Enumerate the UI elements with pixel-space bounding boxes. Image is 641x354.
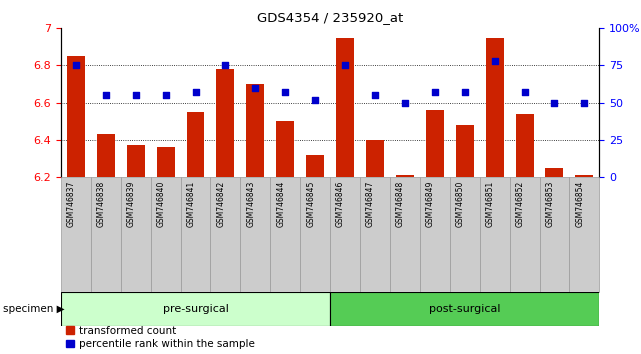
Text: GSM746844: GSM746844 <box>276 181 285 227</box>
Text: GSM746852: GSM746852 <box>515 181 524 227</box>
Text: GDS4354 / 235920_at: GDS4354 / 235920_at <box>257 11 403 24</box>
Point <box>71 63 81 68</box>
Bar <box>187 112 204 177</box>
Bar <box>420 177 450 292</box>
Bar <box>510 177 540 292</box>
Point <box>190 90 201 95</box>
Bar <box>61 177 91 292</box>
Bar <box>390 177 420 292</box>
Text: GSM746848: GSM746848 <box>396 181 405 227</box>
Text: GSM746847: GSM746847 <box>366 181 375 227</box>
Bar <box>61 292 330 326</box>
Point <box>250 85 260 91</box>
Point <box>101 92 111 98</box>
Text: GSM746851: GSM746851 <box>486 181 495 227</box>
Bar <box>486 38 504 177</box>
Bar <box>366 140 384 177</box>
Text: GSM746845: GSM746845 <box>306 181 315 227</box>
Bar <box>479 177 510 292</box>
Point <box>579 100 590 105</box>
Point <box>519 90 529 95</box>
Legend: transformed count, percentile rank within the sample: transformed count, percentile rank withi… <box>66 326 254 349</box>
Bar <box>181 177 210 292</box>
Bar <box>240 177 271 292</box>
Text: GSM746854: GSM746854 <box>576 181 585 227</box>
Bar <box>396 175 414 177</box>
Bar <box>330 292 599 326</box>
Bar <box>576 175 594 177</box>
Point <box>400 100 410 105</box>
Text: GSM746842: GSM746842 <box>217 181 226 227</box>
Bar <box>210 177 240 292</box>
Bar <box>569 177 599 292</box>
Text: GSM746841: GSM746841 <box>187 181 196 227</box>
Point <box>310 97 320 103</box>
Point <box>460 90 470 95</box>
Text: GSM746838: GSM746838 <box>97 181 106 227</box>
Text: GSM746846: GSM746846 <box>336 181 345 227</box>
Text: GSM746840: GSM746840 <box>156 181 165 227</box>
Point <box>160 92 171 98</box>
Bar <box>97 134 115 177</box>
Bar <box>545 168 563 177</box>
Text: post-surgical: post-surgical <box>429 304 501 314</box>
Text: GSM746843: GSM746843 <box>246 181 255 227</box>
Bar <box>127 145 145 177</box>
Bar <box>151 177 181 292</box>
Text: GSM746849: GSM746849 <box>426 181 435 227</box>
Bar <box>515 114 533 177</box>
Point <box>429 90 440 95</box>
Point <box>340 63 350 68</box>
Bar <box>540 177 569 292</box>
Point <box>131 92 141 98</box>
Bar <box>246 84 264 177</box>
Bar <box>426 110 444 177</box>
Text: pre-surgical: pre-surgical <box>163 304 228 314</box>
Bar <box>330 177 360 292</box>
Text: GSM746850: GSM746850 <box>456 181 465 227</box>
Text: GSM746839: GSM746839 <box>127 181 136 227</box>
Bar <box>300 177 330 292</box>
Point <box>221 63 231 68</box>
Point <box>370 92 380 98</box>
Bar <box>360 177 390 292</box>
Point <box>549 100 560 105</box>
Bar <box>336 38 354 177</box>
Bar <box>456 125 474 177</box>
Text: specimen ▶: specimen ▶ <box>3 304 65 314</box>
Text: GSM746837: GSM746837 <box>67 181 76 227</box>
Bar <box>156 147 174 177</box>
Bar <box>271 177 300 292</box>
Point <box>490 58 500 64</box>
Point <box>280 90 290 95</box>
Bar <box>306 155 324 177</box>
Bar <box>91 177 121 292</box>
Bar <box>67 56 85 177</box>
Bar <box>450 177 479 292</box>
Text: GSM746853: GSM746853 <box>545 181 554 227</box>
Bar <box>276 121 294 177</box>
Bar <box>217 69 235 177</box>
Bar <box>121 177 151 292</box>
